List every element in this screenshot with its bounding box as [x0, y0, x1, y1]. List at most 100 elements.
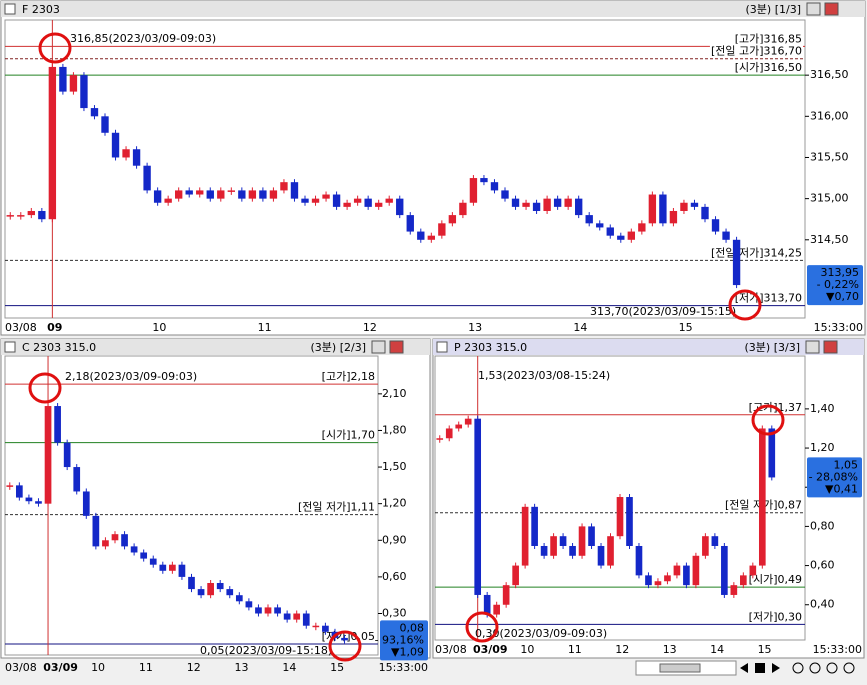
- x-tick-label: 15: [758, 643, 772, 656]
- candle: [702, 536, 709, 556]
- x-tick-label: 12: [363, 321, 377, 334]
- candle: [436, 438, 444, 440]
- candle: [445, 428, 453, 439]
- title-bar: [1, 339, 430, 355]
- candle: [532, 202, 541, 211]
- zoom-in[interactable]: [792, 662, 804, 674]
- next-button[interactable]: [772, 663, 780, 673]
- zoom-out[interactable]: [809, 662, 821, 674]
- candle: [322, 194, 330, 199]
- highlight-circle: [328, 630, 362, 662]
- chart-period: (3분) [3/3]: [745, 341, 800, 354]
- close-button[interactable]: [823, 340, 838, 354]
- candle: [711, 219, 720, 232]
- candle: [188, 576, 195, 590]
- candle: [645, 575, 652, 586]
- chart-period: (3분) [1/3]: [746, 3, 801, 16]
- candle: [178, 564, 186, 577]
- candle: [159, 564, 167, 571]
- y-tick-label: 1,80: [382, 423, 407, 436]
- candle: [283, 613, 291, 620]
- candle: [238, 190, 246, 199]
- annotation: 2,18(2023/03/09-09:03): [65, 370, 197, 383]
- candle: [206, 190, 214, 199]
- level-label-bg: [733, 61, 804, 75]
- y-tick-label: 314,50: [810, 233, 849, 246]
- y-tick-label: 1,50: [382, 460, 407, 473]
- candle: [226, 589, 234, 596]
- candle: [659, 194, 667, 224]
- price-box-text: 0,08: [400, 621, 425, 634]
- close-button[interactable]: [824, 2, 839, 16]
- candle: [607, 536, 614, 566]
- x-tick-label: 12: [187, 661, 201, 674]
- candle: [480, 178, 488, 183]
- candle: [80, 75, 88, 109]
- candle: [48, 66, 57, 220]
- candle: [385, 198, 393, 203]
- candle: [768, 428, 776, 478]
- candle: [722, 231, 730, 240]
- candle: [543, 198, 551, 211]
- candle: [255, 607, 262, 614]
- candle: [149, 558, 157, 565]
- candle: [540, 545, 548, 556]
- candle: [692, 555, 700, 586]
- level-label: [고가]2,18: [322, 370, 375, 383]
- candle: [132, 149, 141, 166]
- candle: [654, 581, 662, 586]
- candle: [196, 190, 204, 195]
- highlight-circle: [728, 289, 762, 321]
- restore-button[interactable]: [805, 340, 820, 354]
- prev-button[interactable]: [740, 663, 748, 673]
- stop-button[interactable]: [755, 663, 765, 673]
- toolbar[interactable]: [635, 660, 855, 676]
- candle: [54, 406, 61, 443]
- y-tick-label: 2,10: [382, 387, 407, 400]
- candle: [322, 625, 329, 632]
- candle: [90, 108, 99, 117]
- level-label-bg: [733, 32, 804, 46]
- candle: [550, 536, 557, 556]
- close-button[interactable]: [389, 340, 404, 354]
- candle: [73, 467, 81, 492]
- x-tick-label: 03/08: [5, 661, 37, 674]
- candle: [269, 190, 278, 199]
- candle: [27, 210, 35, 216]
- level-label-bg: [320, 370, 376, 384]
- candle: [669, 210, 678, 224]
- candle: [312, 625, 320, 628]
- candle: [648, 194, 657, 224]
- candle: [626, 497, 633, 546]
- candle: [69, 75, 78, 92]
- y-tick-label: 316,00: [810, 109, 849, 122]
- candle: [511, 198, 520, 207]
- chart-period: (3분) [2/3]: [311, 341, 366, 354]
- chart-panel: F 2303 (3분) [1/3] 314,50 315,00 315,50 316,00…: [0, 0, 866, 336]
- candle: [197, 589, 205, 596]
- y-tick-label: 0,90: [382, 533, 407, 546]
- restore-button[interactable]: [806, 2, 821, 16]
- scroll-thumb[interactable]: [659, 663, 701, 673]
- restore-button[interactable]: [371, 340, 386, 354]
- x-tick-label: 15: [330, 661, 344, 674]
- y-tick-label: 0,40: [810, 598, 835, 611]
- candle: [175, 190, 183, 199]
- candle: [690, 202, 699, 207]
- settings[interactable]: [843, 662, 855, 674]
- candle: [732, 239, 741, 286]
- candle: [122, 149, 130, 158]
- x-tick-label: 12: [615, 643, 629, 656]
- level-label: [저가]313,70: [735, 292, 802, 305]
- candle: [469, 178, 478, 203]
- x-tick-label: 13: [663, 643, 677, 656]
- time-label: 15:33:00: [814, 321, 863, 334]
- candle: [585, 215, 593, 224]
- annotation: 1,53(2023/03/08-15:24): [478, 369, 610, 382]
- x-tick-label: 13: [468, 321, 482, 334]
- candle: [375, 202, 383, 207]
- zoom-reset[interactable]: [826, 662, 838, 674]
- x-tick-label: 11: [258, 321, 272, 334]
- price-box: [807, 265, 863, 306]
